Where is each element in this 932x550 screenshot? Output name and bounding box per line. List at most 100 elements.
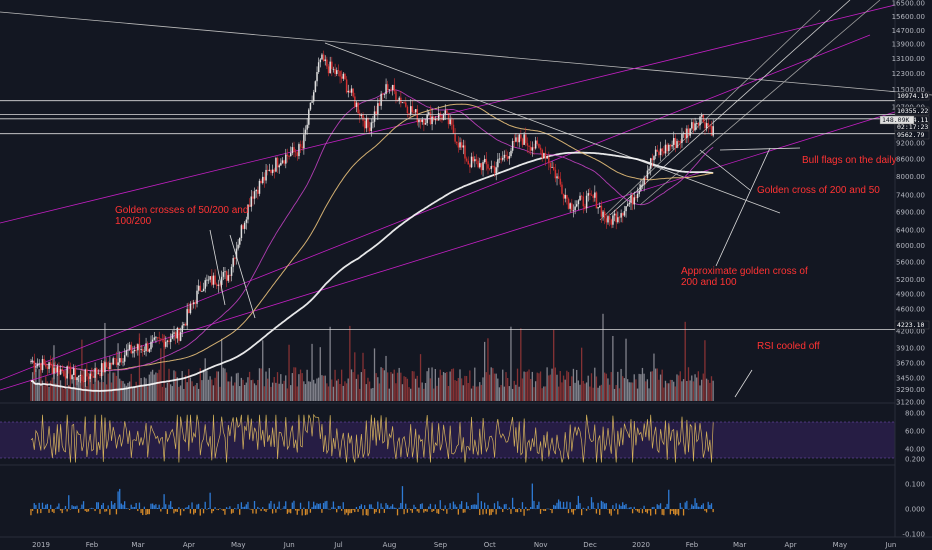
- volume-bar: [673, 381, 675, 401]
- price-tick-label: 3120.00: [896, 399, 925, 407]
- volume-bar: [270, 386, 272, 401]
- volume-bar: [387, 372, 389, 401]
- candle-down: [666, 144, 668, 152]
- macd-bar: [635, 509, 637, 511]
- candle-down: [363, 120, 366, 129]
- candle-down: [472, 156, 474, 162]
- macd-bar: [326, 500, 328, 509]
- macd-bar: [362, 509, 364, 516]
- volume-bar: [618, 388, 621, 401]
- candle-down: [156, 337, 159, 339]
- ma-200-line: [30, 151, 714, 392]
- time-axis[interactable]: 2019 Feb Mar Apr May Jun Jul Aug Sep Oct Nov Dec 202…: [32, 541, 896, 549]
- channel-upper-line[interactable]: [0, 4, 896, 224]
- macd-bar: [314, 505, 316, 509]
- price-tag-label: 10974.19: [897, 92, 928, 100]
- annotation-arrow[interactable]: [699, 149, 751, 191]
- volume-bar: [617, 371, 619, 401]
- macd-bar: [262, 507, 264, 509]
- volume-bar: [659, 374, 662, 401]
- volume-bar: [46, 381, 49, 401]
- downtrend-line[interactable]: [324, 42, 781, 214]
- volume-bar: [622, 376, 624, 401]
- volume-bar: [684, 321, 686, 401]
- macd-bar: [488, 509, 491, 516]
- macd-bar: [502, 509, 504, 513]
- volume-bar: [168, 368, 170, 401]
- candle-down: [51, 364, 54, 374]
- candle-up: [97, 372, 100, 374]
- candle-down: [199, 285, 202, 292]
- macd-bar: [589, 509, 591, 510]
- candle-up: [585, 195, 588, 209]
- annotation-arrow[interactable]: [209, 229, 226, 306]
- candle-up: [235, 248, 238, 259]
- macd-bar: [452, 501, 455, 509]
- candle-up: [676, 141, 678, 148]
- annotation-golden-cross-200-50: Golden cross of 200 and 50: [757, 185, 880, 196]
- candle-up: [620, 213, 622, 218]
- candle-down: [138, 344, 141, 350]
- volume-bar: [217, 371, 219, 401]
- macd-bar: [472, 504, 474, 509]
- volume-bar: [487, 338, 489, 401]
- macd-bar: [227, 508, 229, 509]
- volume-bar: [96, 371, 98, 401]
- volume-bar: [710, 376, 713, 401]
- pitchfork-median[interactable]: [609, 0, 851, 216]
- candle-up: [373, 111, 376, 122]
- channel-mid-line[interactable]: [0, 34, 871, 381]
- annotation-arrow[interactable]: [229, 234, 256, 319]
- annotation-arrow[interactable]: [715, 147, 771, 267]
- candle-down: [526, 143, 529, 146]
- volume-bar: [668, 383, 670, 401]
- price-axis[interactable]: 16500.00 15600.00 14700.00 13900.00 13100.00…: [892, 0, 925, 407]
- volume-bar: [45, 376, 47, 401]
- volume-bar: [100, 368, 103, 401]
- annotation-arrow[interactable]: [734, 369, 753, 398]
- macd-axis[interactable]: 0.200 0.100 0.000 -0.100: [902, 456, 925, 539]
- channel-lower-line[interactable]: [0, 111, 896, 391]
- volume-bar: [125, 385, 127, 401]
- macd-bar: [296, 509, 298, 515]
- macd-bar: [263, 509, 266, 511]
- macd-bar: [610, 509, 612, 516]
- volume-bar: [483, 341, 486, 401]
- volume-bar: [413, 371, 415, 401]
- candle-up: [245, 219, 248, 223]
- macd-bar: [209, 492, 211, 509]
- candle-up: [638, 190, 640, 194]
- annotation-line: 100/200: [115, 216, 152, 227]
- candle-up: [240, 225, 243, 239]
- candle-up: [324, 59, 326, 61]
- volume-bar: [331, 379, 333, 401]
- rsi-axis[interactable]: 80.00 60.00 40.00: [905, 410, 925, 454]
- macd-bar: [145, 509, 147, 515]
- candle-up: [564, 194, 566, 199]
- macd-bar: [437, 509, 440, 514]
- candle-up: [104, 362, 106, 373]
- volume-bar: [161, 386, 164, 401]
- long-term-resistance-line[interactable]: [0, 11, 932, 96]
- candle-down: [582, 196, 585, 207]
- volume-bar: [334, 369, 336, 401]
- price-tick-label: 4600.00: [896, 305, 925, 313]
- candle-down: [367, 118, 369, 128]
- macd-bar: [308, 501, 310, 509]
- volume-bar: [602, 313, 604, 401]
- annotation-arrow[interactable]: [719, 147, 801, 151]
- volume-bar: [533, 387, 535, 401]
- volume-bar: [551, 368, 553, 401]
- volume-bar: [189, 377, 192, 401]
- candle-up: [602, 211, 604, 217]
- time-tick-label: Apr: [183, 541, 195, 549]
- candle-up: [523, 134, 525, 145]
- macd-pane[interactable]: [0, 466, 895, 536]
- macd-bar: [240, 502, 243, 509]
- candle-up: [490, 166, 493, 169]
- macd-bar: [142, 509, 144, 516]
- macd-bar: [631, 509, 634, 514]
- macd-bar: [186, 507, 188, 509]
- macd-bar: [112, 504, 114, 509]
